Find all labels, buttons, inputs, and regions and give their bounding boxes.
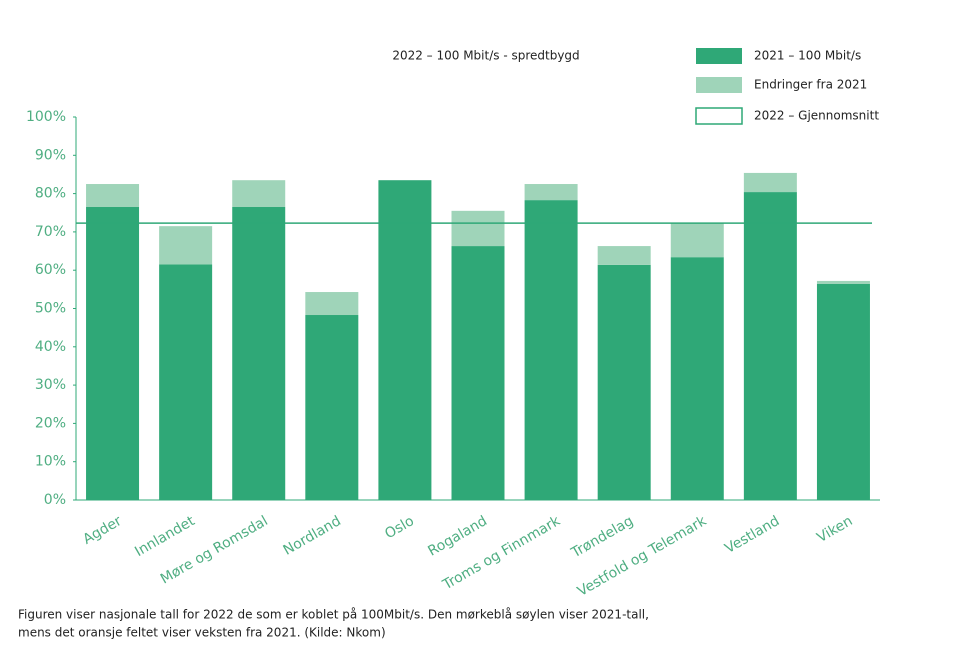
bar-segment (305, 315, 359, 500)
x-tick-label: Vestland (722, 513, 782, 557)
y-tick-label: 50% (35, 301, 66, 317)
bar-segment (159, 264, 213, 500)
bar-segment (159, 226, 213, 265)
bar-segment (305, 292, 359, 316)
y-tick-label: 90% (35, 147, 66, 163)
bar-segment (816, 280, 870, 284)
x-tick-label: Oslo (382, 513, 417, 542)
x-tick-label: Agder (80, 513, 124, 548)
legend-swatch (696, 48, 742, 64)
bar-segment (743, 192, 797, 500)
bar-segment (524, 200, 578, 500)
bar-segment (232, 180, 286, 208)
bar-segment (451, 246, 505, 500)
y-tick-label: 80% (35, 186, 66, 202)
legend-swatch (696, 77, 742, 93)
bar-segment (670, 257, 724, 500)
bar-segment (743, 172, 797, 193)
y-tick-label: 40% (35, 339, 66, 355)
chart-title: 2022 – 100 Mbit/s - spredtbygd (392, 49, 579, 63)
bar-segment (597, 264, 651, 500)
x-tick-label: Innlandet (132, 513, 198, 560)
y-tick-label: 70% (35, 224, 66, 240)
legend-label: 2021 – 100 Mbit/s (754, 49, 861, 63)
bar-segment (816, 283, 870, 500)
y-tick-label: 10% (35, 454, 66, 470)
y-tick-label: 30% (35, 377, 66, 393)
bar-segment (86, 207, 140, 500)
y-tick-label: 60% (35, 262, 66, 278)
bar-segment (670, 223, 724, 258)
caption: mens det oransje feltet viser veksten fr… (18, 626, 386, 640)
x-tick-label: Nordland (281, 513, 344, 559)
x-tick-label: Rogaland (425, 513, 490, 560)
legend-swatch (695, 107, 743, 125)
y-tick-label: 0% (44, 492, 66, 508)
bar-segment (232, 207, 286, 500)
y-tick-label: 20% (35, 415, 66, 431)
legend-label: Endringer fra 2021 (754, 78, 867, 92)
bar-segment (597, 246, 651, 265)
bar-segment (86, 184, 140, 208)
x-tick-label: Vestfold og Telemark (575, 513, 710, 600)
bar-segment (378, 180, 432, 500)
x-tick-label: Trøndelag (568, 513, 636, 562)
bar-segment (524, 184, 578, 201)
y-tick-label: 100% (26, 109, 66, 125)
bar-segment (451, 210, 505, 247)
x-tick-label: Viken (814, 513, 855, 546)
x-tick-label: Troms og Finnmark (439, 513, 563, 594)
legend-label: 2022 – Gjennomsnitt (754, 109, 879, 123)
caption: Figuren viser nasjonale tall for 2022 de… (18, 608, 649, 622)
